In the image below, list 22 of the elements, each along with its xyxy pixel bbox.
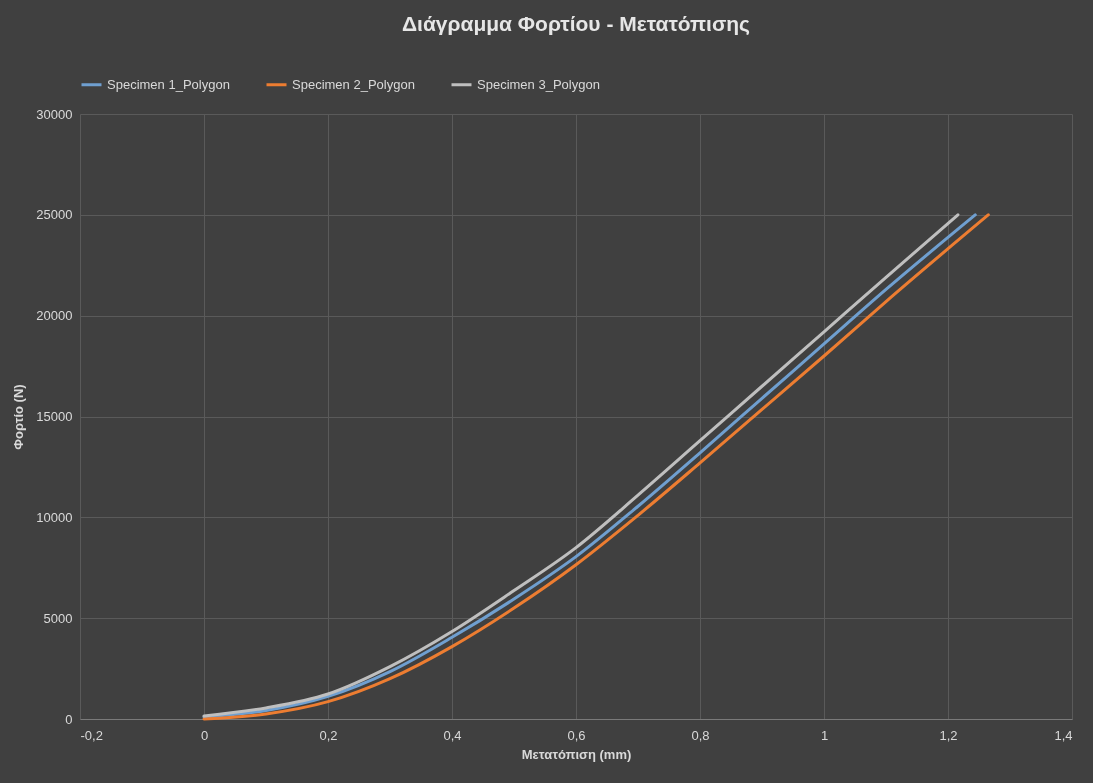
- y-axis-title: Φορτίο (N): [11, 384, 27, 450]
- x-tick-label: 1: [820, 727, 829, 743]
- y-tick-label: 25000: [36, 207, 73, 223]
- x-tick-label: 0: [200, 727, 209, 743]
- x-tick-label: 0,8: [691, 727, 710, 743]
- x-tick-label: 0,6: [567, 727, 586, 743]
- x-axis-title: Μετατόπιση (mm): [521, 746, 632, 762]
- x-tick-label: 0,4: [443, 727, 462, 743]
- y-tick-label: 0: [65, 711, 73, 727]
- x-tick-label: 1,2: [939, 727, 958, 743]
- legend-label: Specimen 1_Polygon: [107, 76, 230, 92]
- chart-title: Διάγραμμα Φορτίου - Μετατόπισης: [401, 12, 751, 36]
- x-tick-label: -0,2: [80, 727, 103, 743]
- y-tick-label: 20000: [36, 308, 73, 324]
- x-tick-label: 1,4: [1054, 727, 1073, 743]
- y-tick-label: 30000: [36, 106, 73, 122]
- x-tick-label: 0,2: [319, 727, 338, 743]
- y-tick-label: 15000: [36, 409, 73, 424]
- legend-label: Specimen 3_Polygon: [477, 76, 600, 92]
- y-tick-label: 10000: [36, 509, 73, 525]
- legend-label: Specimen 2_Polygon: [292, 76, 415, 92]
- y-tick-label: 5000: [43, 610, 73, 626]
